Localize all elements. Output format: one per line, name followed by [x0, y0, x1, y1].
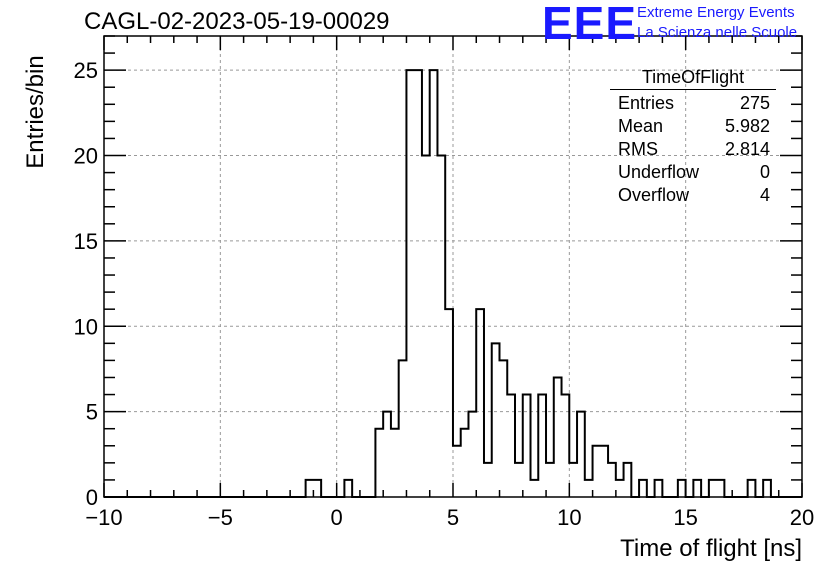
x-tick-label: 0 — [331, 505, 343, 530]
x-axis-label: Time of flight [ns] — [620, 535, 802, 562]
x-tick-label: 5 — [447, 505, 459, 530]
stats-label: Mean — [618, 116, 664, 136]
stats-row-underflow: Underflow 0 — [610, 161, 776, 184]
stats-row-rms: RMS 2.814 — [610, 138, 776, 161]
stats-row-overflow: Overflow 4 — [610, 184, 776, 207]
logo-caption-line2: La Scienza nelle Scuole — [637, 24, 798, 41]
stats-row-entries: Entries 275 — [610, 92, 776, 115]
stats-box-title: TimeOfFlight — [610, 67, 776, 90]
x-tick-label: 15 — [673, 505, 697, 530]
x-tick-label: 10 — [557, 505, 581, 530]
stats-value: 4 — [759, 185, 770, 205]
eee-logo: EEE — [542, 0, 638, 49]
stats-row-mean: Mean 5.982 — [610, 115, 776, 138]
y-tick-label: 5 — [86, 400, 98, 425]
stats-value: 275 — [739, 93, 770, 113]
x-tick-label: 20 — [790, 505, 814, 530]
y-tick-label: 25 — [74, 58, 98, 83]
axis-ticks — [103, 35, 803, 498]
y-tick-label: 20 — [74, 144, 98, 169]
y-axis-label: Entries/bin — [22, 55, 49, 169]
stats-label: Entries — [618, 93, 675, 113]
stats-label: Underflow — [618, 162, 700, 182]
y-tick-label: 10 — [74, 314, 98, 339]
run-title: CAGL-02-2023-05-19-00029 — [84, 8, 390, 35]
tick-labels: −10 −5 0 5 10 15 20 0 5 10 15 20 25 — [74, 58, 815, 530]
stats-label: Overflow — [618, 185, 690, 205]
stats-value: 5.982 — [724, 116, 770, 136]
stats-value: 0 — [759, 162, 770, 182]
y-tick-label: 15 — [74, 229, 98, 254]
x-tick-label: −10 — [85, 505, 122, 530]
stats-box: TimeOfFlight Entries 275 Mean 5.982 RMS … — [610, 67, 776, 207]
stats-value: 2.814 — [724, 139, 770, 159]
stats-label: RMS — [618, 139, 658, 159]
x-tick-label: −5 — [208, 505, 233, 530]
y-tick-label: 0 — [86, 485, 98, 510]
logo-caption-line1: Extreme Energy Events — [637, 4, 795, 21]
